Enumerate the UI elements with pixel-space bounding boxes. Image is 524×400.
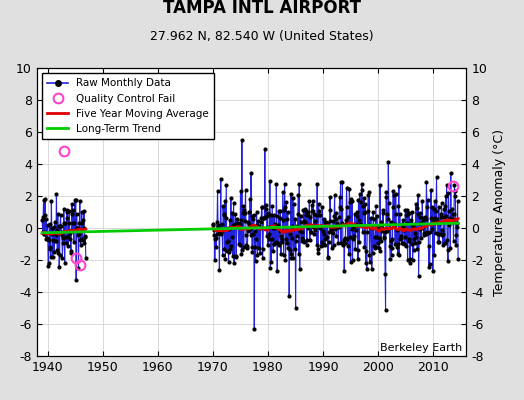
Text: Berkeley Earth: Berkeley Earth <box>380 343 462 353</box>
Y-axis label: Temperature Anomaly (°C): Temperature Anomaly (°C) <box>493 128 506 296</box>
Text: 27.962 N, 82.540 W (United States): 27.962 N, 82.540 W (United States) <box>150 30 374 42</box>
Text: TAMPA INTL AIRPORT: TAMPA INTL AIRPORT <box>163 0 361 17</box>
Legend: Raw Monthly Data, Quality Control Fail, Five Year Moving Average, Long-Term Tren: Raw Monthly Data, Quality Control Fail, … <box>42 73 214 139</box>
